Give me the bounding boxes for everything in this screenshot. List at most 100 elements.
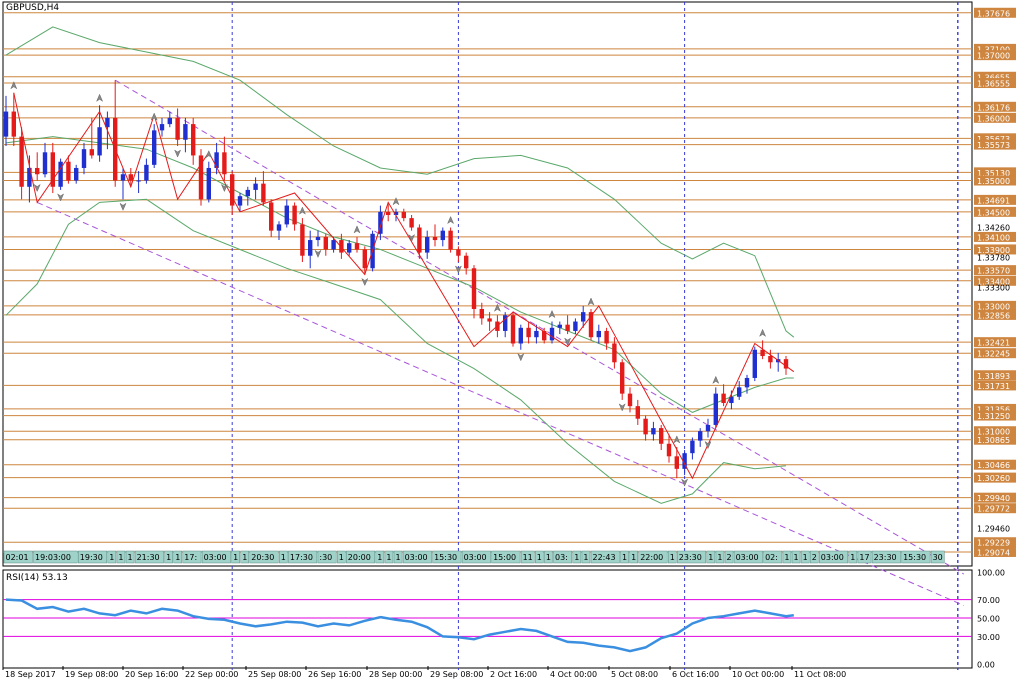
candle-body: [690, 440, 695, 454]
bear-candle: [674, 446, 679, 479]
bull-candle: [183, 117, 188, 153]
price-axis-label: 1.36176: [977, 103, 1010, 112]
x-tick-label: 4 Oct 00:00: [550, 670, 597, 679]
bull-candle: [284, 199, 289, 228]
time-badge: [857, 550, 872, 564]
bear-candle: [588, 309, 594, 341]
price-axis-label: 1.34691: [977, 196, 1010, 205]
time-badge-label: 02:: [765, 553, 778, 562]
bull-candle: [744, 374, 750, 394]
x-tick-label: 2 Oct 16:00: [490, 670, 537, 679]
price-badge: [974, 472, 1016, 483]
time-badge-label: 19:30: [80, 553, 103, 562]
bull-candle: [245, 186, 250, 206]
fractal-up-marker: [587, 297, 595, 306]
price-badge: [974, 370, 1016, 381]
bear-candle: [456, 246, 461, 262]
price-badge: [974, 337, 1016, 348]
candle-body: [627, 393, 633, 407]
bear-candle: [448, 227, 453, 253]
bull-candle: [144, 158, 149, 184]
x-tick-label: 26 Sep 16:00: [308, 670, 361, 679]
price-axis-label: 1.37676: [977, 9, 1010, 18]
time-badge: [706, 550, 716, 564]
bull-candle: [315, 230, 321, 247]
rsi-panel: 100.00 70.00 50.00 30.00 0.00: [3, 569, 1005, 670]
candle-body: [191, 124, 196, 156]
time-badge: [667, 550, 677, 564]
price-axis-label: 1.29940: [977, 494, 1010, 503]
bull-candle: [308, 230, 313, 269]
bear-candle: [464, 252, 469, 275]
price-badge: [974, 43, 1016, 54]
time-badge: [572, 550, 582, 564]
price-axis-label: 1.34260: [977, 223, 1010, 232]
candle-body: [666, 443, 672, 457]
candle-body: [643, 418, 648, 435]
time-badge-label: 02:01: [6, 553, 29, 562]
bull-candle: [159, 117, 165, 137]
time-badge: [491, 550, 521, 564]
candle-body: [89, 149, 94, 156]
bull-candle: [518, 324, 523, 350]
bear-candle: [643, 415, 648, 441]
fractal-down-marker: [564, 337, 572, 346]
candle-body: [534, 330, 539, 338]
fractal-up-marker: [392, 197, 400, 206]
candle-body: [448, 230, 453, 250]
time-badge-label: 22:00: [640, 553, 663, 562]
rsi-panel-frame: [2, 569, 973, 669]
time-badge-label: 17: [859, 553, 869, 562]
candle-body: [573, 321, 578, 331]
candle-body: [198, 155, 204, 200]
price-axis-label: 1.35130: [977, 169, 1010, 178]
time-badge: [819, 550, 849, 564]
time-badge-label: 15:30: [903, 553, 926, 562]
price-badge: [974, 50, 1016, 61]
time-badge-label: 21:30: [137, 553, 160, 562]
candle-body: [557, 324, 562, 328]
bull-candle: [206, 161, 211, 203]
time-badge: [201, 550, 231, 564]
candle-body: [487, 318, 492, 322]
time-badge: [638, 550, 668, 564]
bull-candle: [347, 240, 352, 256]
candle-body: [698, 431, 703, 441]
channel-upper-line: [114, 79, 965, 575]
time-badge: [116, 550, 126, 564]
bear-candle: [50, 142, 55, 194]
candle-body: [35, 167, 40, 175]
price-badge: [974, 112, 1016, 123]
candle-body: [596, 330, 601, 338]
time-badge: [3, 550, 33, 564]
bull-candle: [42, 142, 48, 178]
bear-candle: [666, 434, 672, 463]
price-badge: [974, 380, 1016, 391]
time-badge-label: 1: [339, 553, 344, 562]
bull-candle: [425, 230, 430, 259]
price-badge: [974, 265, 1016, 276]
time-badge: [279, 550, 288, 564]
candle-body: [354, 243, 360, 250]
bear-candle: [19, 127, 24, 200]
time-badge-label: 1: [546, 553, 551, 562]
price-axis-label: 1.30865: [977, 436, 1010, 445]
time-badge-label: 1: [583, 553, 588, 562]
bear-candle: [269, 199, 274, 237]
candle-body: [323, 236, 328, 250]
candle-body: [269, 202, 274, 231]
time-badge-label: 30: [933, 553, 943, 562]
x-tick-label: 18 Sep 2017: [5, 670, 56, 679]
candle-body: [144, 164, 149, 181]
candle-body: [503, 315, 508, 331]
bull-candle: [276, 221, 282, 241]
time-badge-label: 23:30: [874, 553, 897, 562]
price-badge: [974, 410, 1016, 421]
bull-candle: [705, 418, 711, 438]
candle-body: [27, 167, 32, 187]
bear-candle: [339, 233, 344, 259]
bull-candle: [58, 158, 63, 190]
time-badge-label: 1: [396, 553, 401, 562]
